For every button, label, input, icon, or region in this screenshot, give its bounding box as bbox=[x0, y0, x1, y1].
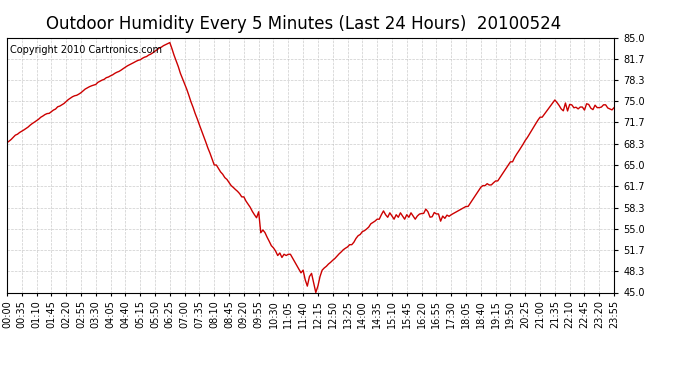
Text: Outdoor Humidity Every 5 Minutes (Last 24 Hours)  20100524: Outdoor Humidity Every 5 Minutes (Last 2… bbox=[46, 15, 561, 33]
Text: Copyright 2010 Cartronics.com: Copyright 2010 Cartronics.com bbox=[10, 45, 162, 55]
